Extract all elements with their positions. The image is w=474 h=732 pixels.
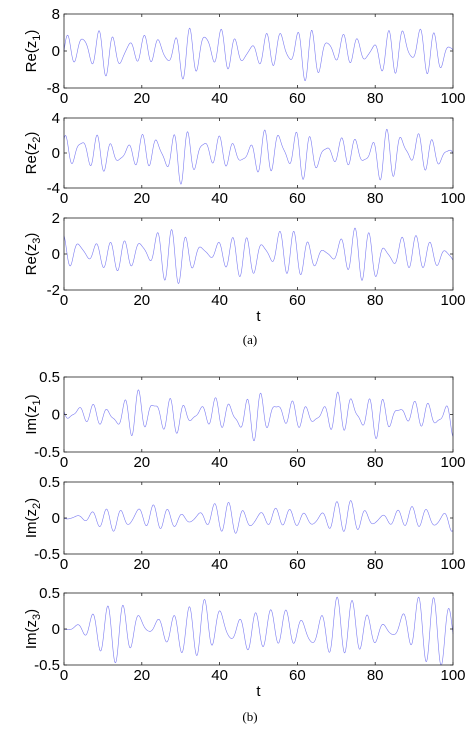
- x-tick-label: 80: [367, 292, 384, 309]
- x-tick-label: 60: [289, 90, 306, 107]
- x-tick-label: 60: [289, 454, 306, 471]
- x-axis-label: t: [256, 683, 261, 700]
- x-tick-label: 0: [60, 190, 68, 207]
- x-tick-label: 40: [211, 190, 228, 207]
- x-tick-label: 40: [211, 454, 228, 471]
- x-tick-label: 100: [440, 292, 465, 309]
- x-tick-label: 40: [211, 667, 228, 684]
- x-tick-label: 100: [440, 90, 465, 107]
- y-tick-label: 0: [52, 407, 60, 424]
- x-tick-label: 80: [367, 667, 384, 684]
- caption-b: (b): [242, 709, 257, 724]
- y-tick-label: 8: [52, 6, 60, 23]
- x-tick-label: 100: [440, 667, 465, 684]
- x-tick-label: 100: [440, 556, 465, 573]
- x-tick-label: 80: [367, 190, 384, 207]
- x-axis-label: t: [256, 308, 261, 325]
- y-tick-label: 0.5: [39, 474, 60, 491]
- y-tick-label: 0: [52, 510, 60, 527]
- x-tick-label: 60: [289, 292, 306, 309]
- x-tick-label: 40: [211, 90, 228, 107]
- x-tick-label: 0: [60, 667, 68, 684]
- y-tick-label: -2: [47, 282, 60, 299]
- plot-frame: [63, 592, 454, 666]
- y-tick-label: 0: [52, 43, 60, 60]
- x-tick-label: 20: [133, 556, 150, 573]
- x-tick-label: 80: [367, 90, 384, 107]
- x-tick-label: 20: [133, 190, 150, 207]
- series-line: [63, 27, 454, 82]
- x-tick-label: 60: [289, 190, 306, 207]
- x-tick-label: 40: [211, 292, 228, 309]
- x-tick-label: 20: [133, 667, 150, 684]
- y-tick-label: 0: [52, 145, 60, 162]
- y-tick-label: 0: [52, 246, 60, 263]
- y-tick-label: 0: [52, 621, 60, 638]
- x-tick-label: 100: [440, 454, 465, 471]
- series-line: [63, 227, 454, 284]
- plot-frame: [63, 481, 454, 555]
- series-line: [63, 128, 454, 185]
- y-axis-label: Re(z1): [23, 30, 43, 73]
- y-tick-label: 2: [52, 210, 60, 227]
- y-axis-label: Re(z2): [23, 132, 43, 175]
- caption-a: (a): [243, 332, 257, 347]
- x-tick-label: 80: [367, 454, 384, 471]
- x-tick-label: 0: [60, 556, 68, 573]
- x-tick-label: 0: [60, 292, 68, 309]
- y-axis-label: Im(z2): [23, 498, 43, 538]
- series-line: [63, 500, 454, 534]
- plot-frame: [63, 13, 454, 89]
- y-tick-label: -0.5: [34, 444, 60, 461]
- y-tick-label: 0.5: [39, 585, 60, 602]
- y-axis-label: Im(z1): [23, 394, 43, 434]
- x-tick-label: 20: [133, 90, 150, 107]
- series-line: [63, 389, 454, 442]
- y-tick-label: -0.5: [34, 546, 60, 563]
- x-tick-label: 20: [133, 454, 150, 471]
- plot-frame: [63, 117, 454, 189]
- series-line: [63, 596, 454, 666]
- y-tick-label: -8: [47, 80, 60, 97]
- plot-frame: [63, 217, 454, 291]
- y-tick-label: -4: [47, 180, 60, 197]
- y-tick-label: 0.5: [39, 369, 60, 386]
- plot-frame: [63, 376, 454, 453]
- y-tick-label: -0.5: [34, 657, 60, 674]
- x-tick-label: 60: [289, 556, 306, 573]
- x-tick-label: 0: [60, 90, 68, 107]
- y-axis-label: Im(z3): [23, 609, 43, 649]
- x-tick-label: 100: [440, 190, 465, 207]
- x-tick-label: 0: [60, 454, 68, 471]
- x-tick-label: 20: [133, 292, 150, 309]
- x-tick-label: 40: [211, 556, 228, 573]
- x-tick-label: 60: [289, 667, 306, 684]
- y-axis-label: Re(z3): [23, 233, 43, 276]
- x-tick-label: 80: [367, 556, 384, 573]
- y-tick-label: 4: [52, 110, 60, 127]
